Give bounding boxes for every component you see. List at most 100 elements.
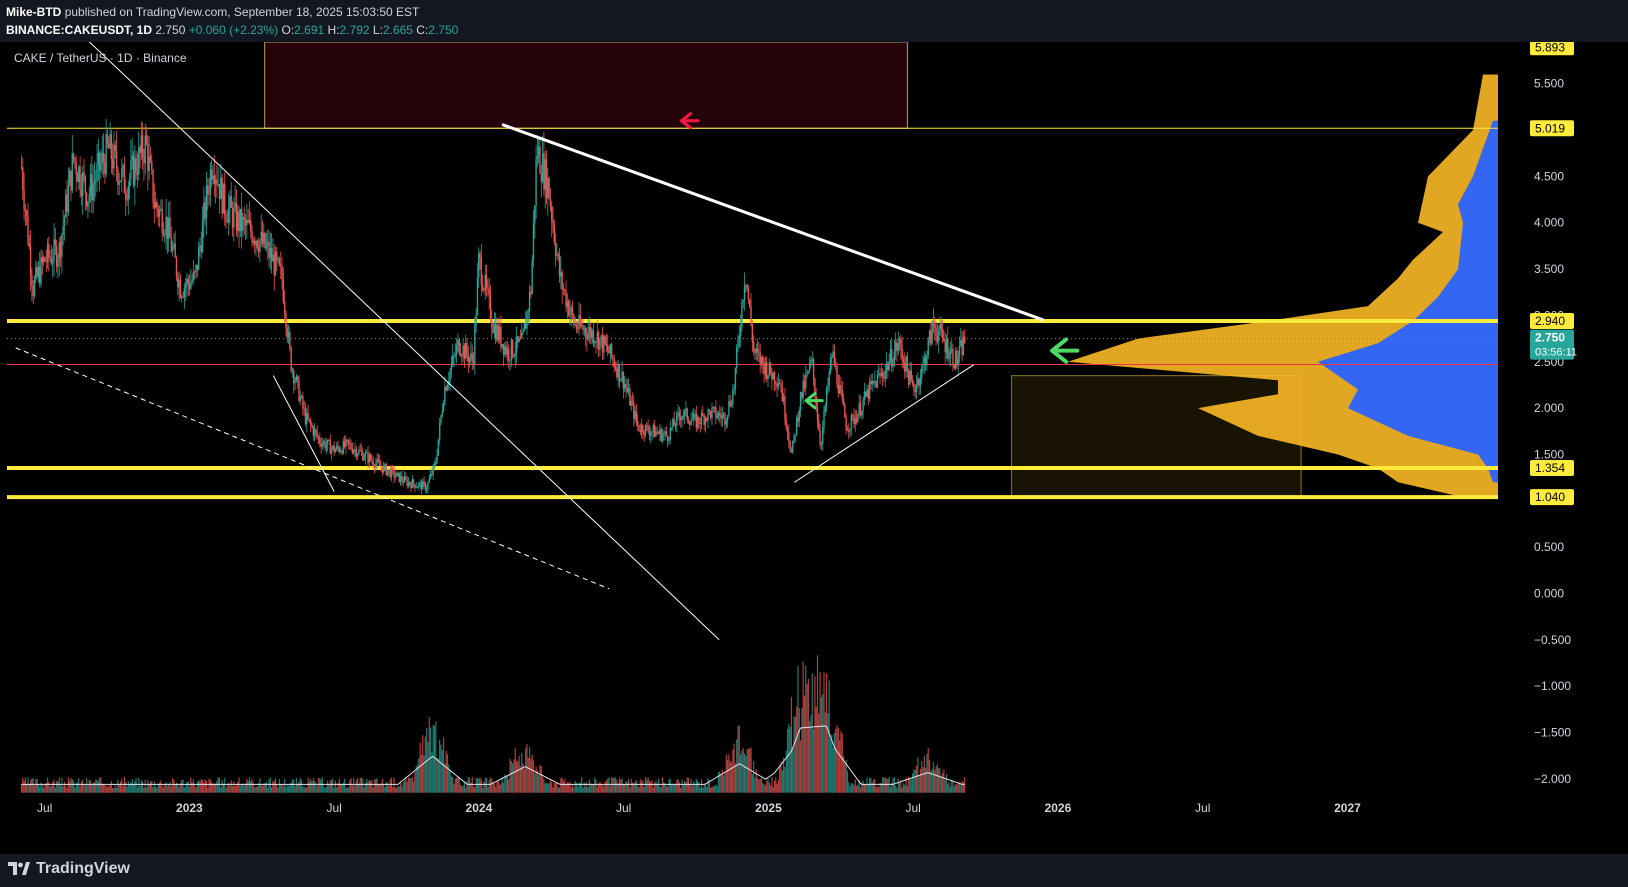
volume-bar xyxy=(366,779,368,793)
candle-body xyxy=(934,324,936,328)
volume-bar xyxy=(364,783,367,793)
candle-body xyxy=(346,439,348,441)
candle-body xyxy=(415,486,417,489)
candle-body xyxy=(777,383,780,387)
candle-body xyxy=(420,482,423,490)
volume-bar xyxy=(694,785,696,793)
candle-body xyxy=(367,452,369,463)
volume-bar xyxy=(865,785,867,793)
candle-body xyxy=(656,431,658,433)
volume-bar xyxy=(452,776,454,793)
volume-bar xyxy=(543,779,545,793)
candle-body xyxy=(643,433,645,436)
candle-body xyxy=(72,153,75,159)
price-tick-label: −1.000 xyxy=(1534,679,1571,693)
candle-body xyxy=(62,226,64,235)
candle-body xyxy=(760,356,763,365)
candle-body xyxy=(587,332,589,340)
candle-body xyxy=(814,378,816,397)
volume-bar xyxy=(762,783,764,793)
candle-body xyxy=(754,349,756,354)
candle-body xyxy=(691,419,694,421)
volume-bar xyxy=(827,713,829,793)
candle-body xyxy=(91,174,93,201)
candle-body xyxy=(673,419,675,426)
volume-bar xyxy=(660,787,662,793)
symbol-name[interactable]: BINANCE:CAKEUSDT, 1D xyxy=(6,23,153,37)
candle-body xyxy=(564,289,566,291)
candle-body xyxy=(382,465,385,473)
candle-body xyxy=(286,328,288,338)
volume-bar xyxy=(241,783,243,793)
volume-bar xyxy=(264,783,266,793)
candle-body xyxy=(63,217,66,227)
candle-body xyxy=(730,404,733,406)
volume-bar xyxy=(293,779,295,793)
candle-body xyxy=(384,464,386,466)
candle-body xyxy=(102,152,105,162)
publish-line: Mike-BTD published on TradingView.com, S… xyxy=(6,5,419,19)
price-chart[interactable]: CAKE / TetherUS · 1D · Binance 5.5005.00… xyxy=(0,42,1628,854)
volume-bar xyxy=(41,785,43,793)
volume-bar xyxy=(424,736,426,793)
volume-bar xyxy=(783,757,785,793)
candle-body xyxy=(385,464,387,475)
candle-body xyxy=(29,246,32,276)
volume-bar xyxy=(426,727,428,793)
candle-body xyxy=(444,386,446,404)
candle-body xyxy=(751,324,754,342)
volume-bar xyxy=(303,786,305,793)
candle-body xyxy=(825,388,828,407)
candle-body xyxy=(106,134,109,144)
candle-body xyxy=(123,165,126,194)
time-axis[interactable]: Jul 2023 Jul 2024 Jul 2025 Jul 2026 Jul 2027 xyxy=(0,801,1628,854)
volume-bar xyxy=(175,782,178,793)
volume-bar xyxy=(548,783,550,793)
volume-bar xyxy=(715,784,717,793)
volume-layer xyxy=(20,655,966,793)
volume-bar xyxy=(532,760,535,793)
volume-bar xyxy=(427,742,429,793)
candle-body xyxy=(678,412,681,417)
volume-bar xyxy=(491,778,493,793)
volume-bar xyxy=(312,777,314,793)
tradingview-logo[interactable]: TradingView xyxy=(8,860,130,878)
volume-bar xyxy=(485,777,488,793)
volume-bar xyxy=(110,781,112,793)
time-tick-label: Jul xyxy=(326,801,341,815)
candle-body xyxy=(23,190,25,210)
candle-body xyxy=(272,254,274,262)
candle-body xyxy=(944,341,946,353)
volume-bar xyxy=(898,783,901,793)
volume-bar xyxy=(513,759,515,793)
candle-body xyxy=(715,407,717,418)
volume-bar xyxy=(28,784,30,793)
candle-body xyxy=(296,376,299,380)
volume-bar xyxy=(801,708,803,793)
candle-body xyxy=(134,158,136,186)
volume-bar xyxy=(938,767,940,793)
candle-body xyxy=(719,412,721,416)
candle-body xyxy=(225,214,227,220)
volume-bar xyxy=(850,783,852,793)
volume-bar xyxy=(183,787,185,793)
volume-bar xyxy=(654,782,656,793)
volume-bar xyxy=(536,770,538,793)
publisher-name[interactable]: Mike-BTD xyxy=(6,5,62,19)
candle-body xyxy=(614,366,617,369)
price-axis[interactable]: 5.5005.0004.5004.0003.5003.0002.5002.000… xyxy=(1498,42,1628,854)
volume-bar xyxy=(613,777,615,793)
volume-bar xyxy=(495,786,497,793)
volume-bar xyxy=(67,777,69,793)
volume-bar xyxy=(932,762,935,793)
volume-bar xyxy=(810,714,812,793)
volume-bar xyxy=(956,784,958,793)
candle-body xyxy=(798,410,800,422)
candle-body xyxy=(880,372,883,376)
volume-bar xyxy=(792,749,794,793)
candle-body xyxy=(362,451,364,461)
volume-bar xyxy=(462,785,464,793)
volume-bar xyxy=(256,786,258,793)
candle-body xyxy=(161,208,163,234)
volume-bar xyxy=(456,777,458,793)
